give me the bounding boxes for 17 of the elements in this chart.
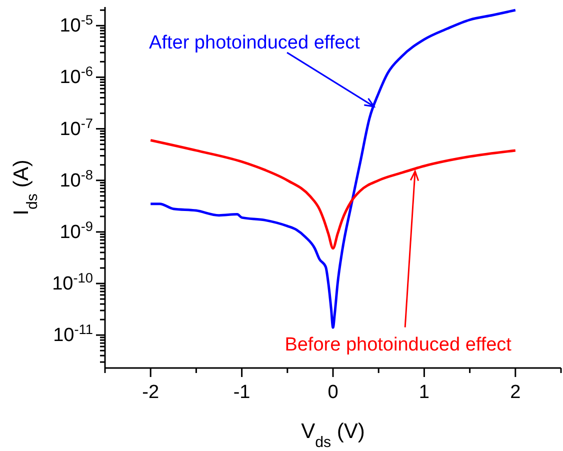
- line-series: [149, 8, 517, 329]
- x-tick-label: -2: [142, 382, 160, 403]
- x-tick-label: 2: [510, 382, 521, 403]
- y-tick-label: 10$^{-6}$: [60, 64, 93, 88]
- y-tick-label: 10$^{-5}$: [60, 12, 94, 37]
- line-series: [149, 138, 517, 250]
- annotation: Before photoinduced effect: [284, 334, 512, 356]
- x-tick-label: 0: [328, 382, 338, 403]
- y-tick-label: 10$^{-10}$: [52, 270, 94, 295]
- y-tick-label: 10$^{-11}$: [53, 322, 93, 346]
- x-axis-title: V$_{ds}$ (V): [301, 420, 365, 450]
- x-tick-label: 1: [418, 382, 430, 403]
- x-tick-label: -1: [233, 382, 250, 403]
- annotation: After photoinduced effect: [149, 32, 361, 54]
- y-tick-label: 10$^{-9}$: [60, 218, 93, 243]
- y-tick-label: 10$^{-8}$: [60, 166, 94, 192]
- y-tick-label: 10$^{-7}$: [60, 115, 93, 140]
